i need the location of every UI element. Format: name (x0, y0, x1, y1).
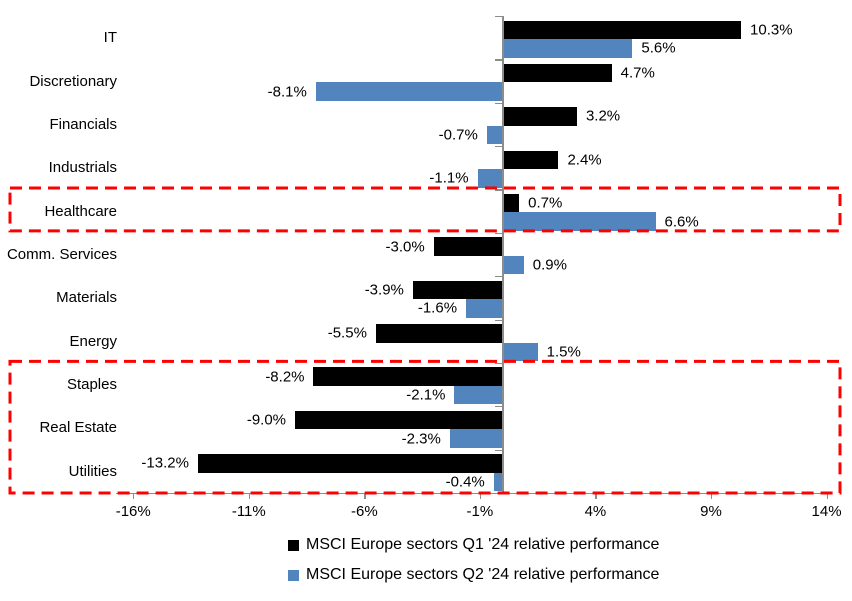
value-label-q1-staples: -8.2% (265, 368, 305, 386)
bar-q1-healthcare (503, 193, 520, 213)
value-label-q1-discretionary: 4.7% (620, 64, 655, 82)
value-label-q2-energy: 1.5% (546, 343, 581, 361)
bar-q1-materials (412, 280, 503, 300)
y-axis-tick (495, 59, 503, 61)
bar-q2-materials (466, 299, 503, 318)
x-axis-tick (133, 493, 135, 499)
x-tick-label-2: -6% (350, 503, 378, 520)
x-axis-tick (595, 493, 597, 499)
category-label-discretionary: Discretionary (29, 72, 117, 90)
x-tick-label-4: 4% (584, 503, 607, 520)
legend-label-q1: MSCI Europe sectors Q1 '24 relative perf… (306, 536, 660, 553)
y-axis-tick (495, 102, 503, 104)
legend-item-q1: MSCI Europe sectors Q1 '24 relative perf… (288, 535, 659, 555)
value-label-q2-real-estate: -2.3% (401, 430, 441, 448)
y-axis-tick (495, 146, 503, 148)
value-label-q1-real-estate: -9.0% (246, 411, 287, 429)
bar-q2-real-estate (449, 429, 503, 448)
value-label-q1-it: 10.3% (750, 21, 793, 39)
category-label-energy: Energy (69, 332, 117, 350)
category-label-comm-services: Comm. Services (6, 245, 117, 263)
value-label-q1-energy: -5.5% (327, 324, 367, 342)
legend-item-q2: MSCI Europe sectors Q2 '24 relative perf… (288, 565, 659, 585)
category-label-healthcare: Healthcare (44, 202, 117, 220)
bar-q1-financials (503, 107, 577, 126)
category-label-staples: Staples (66, 376, 117, 394)
bar-q2-energy (503, 342, 538, 362)
category-label-real-estate: Real Estate (39, 419, 117, 437)
y-axis-tick (495, 232, 503, 234)
category-label-financials: Financials (49, 115, 117, 133)
legend-swatch-q1-icon (288, 539, 299, 551)
bar-q1-comm-services (433, 237, 503, 256)
y-axis-tick (495, 189, 503, 191)
value-label-q2-materials: -1.6% (417, 299, 458, 317)
value-label-q1-materials: -3.9% (364, 281, 404, 299)
bar-q1-discretionary (503, 63, 612, 83)
bar-q1-industrials (503, 150, 559, 170)
bar-q2-healthcare (503, 212, 656, 231)
value-label-q2-comm-services: 0.9% (532, 256, 567, 274)
x-axis-tick (710, 493, 713, 499)
value-label-q2-utilities: -0.4% (445, 473, 485, 491)
value-label-q2-staples: -2.1% (406, 386, 446, 404)
value-label-q2-discretionary: -8.1% (267, 83, 307, 101)
value-label-q1-industrials: 2.4% (567, 151, 602, 169)
x-tick-label-5: 9% (700, 503, 722, 520)
category-label-materials: Materials (56, 289, 117, 307)
value-label-q1-utilities: -13.2% (141, 454, 189, 472)
y-axis-tick (495, 16, 503, 18)
bar-q1-it (503, 20, 742, 39)
x-axis-line (116, 493, 830, 495)
y-axis-tick (495, 406, 503, 408)
category-label-industrials: Industrials (48, 159, 117, 177)
y-axis-tick (495, 449, 503, 451)
x-axis-tick (364, 493, 366, 499)
value-label-q1-comm-services: -3.0% (385, 238, 425, 256)
x-axis-tick (248, 493, 250, 499)
x-tick-label-0: -16% (115, 503, 151, 520)
x-tick-label-1: -11% (231, 503, 266, 520)
value-label-q1-healthcare: 0.7% (528, 194, 563, 212)
category-label-it: IT (103, 29, 117, 47)
legend-label-q2: MSCI Europe sectors Q2 '24 relative perf… (306, 566, 660, 583)
bar-q2-comm-services (503, 255, 524, 275)
y-axis-line (502, 16, 504, 493)
bar-q1-staples (313, 367, 503, 386)
bar-q2-staples (454, 385, 503, 405)
bar-q2-it (503, 39, 633, 58)
x-axis-tick (479, 493, 482, 499)
legend-swatch-q2-icon (288, 569, 299, 581)
bar-q2-discretionary (315, 82, 503, 101)
value-label-q2-healthcare: 6.6% (664, 213, 699, 231)
x-tick-label-6: 14% (811, 503, 842, 520)
bar-q2-industrials (477, 169, 503, 188)
value-label-q2-industrials: -1.1% (429, 169, 469, 187)
value-label-q2-financials: -0.7% (438, 126, 478, 144)
y-axis-tick (495, 362, 503, 365)
y-axis-tick (495, 319, 503, 321)
legend: MSCI Europe sectors Q1 '24 relative perf… (288, 535, 659, 595)
bar-q2-financials (486, 125, 503, 145)
bar-q1-energy (375, 324, 503, 343)
y-axis-tick (495, 276, 503, 278)
category-label-utilities: Utilities (68, 462, 117, 480)
x-tick-label-3: -1% (466, 503, 494, 520)
bar-q1-real-estate (295, 410, 503, 430)
x-axis-tick (826, 493, 828, 499)
value-label-q2-it: 5.6% (641, 39, 676, 57)
bar-q1-utilities (197, 454, 503, 473)
value-label-q1-financials: 3.2% (585, 107, 621, 125)
